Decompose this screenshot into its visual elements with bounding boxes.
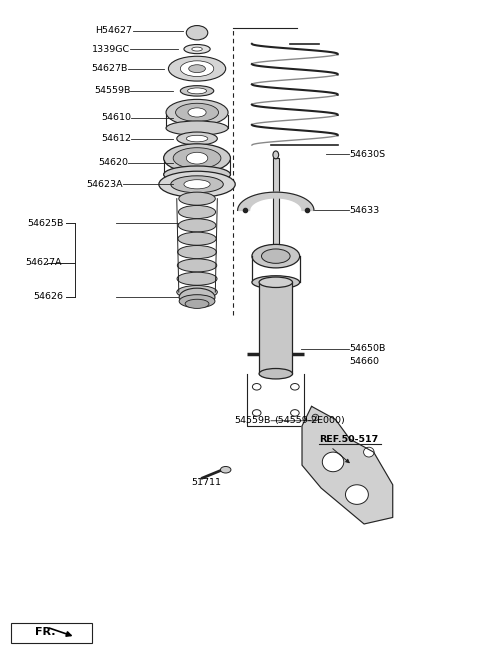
Ellipse shape xyxy=(252,384,261,390)
Text: FR.: FR. xyxy=(35,626,55,637)
Ellipse shape xyxy=(184,180,210,189)
Polygon shape xyxy=(238,192,314,211)
Ellipse shape xyxy=(186,135,208,142)
Text: 54559B: 54559B xyxy=(94,87,130,95)
Polygon shape xyxy=(302,406,393,524)
Ellipse shape xyxy=(179,295,215,308)
Text: REF.50-517: REF.50-517 xyxy=(319,434,378,443)
Ellipse shape xyxy=(166,121,228,135)
Text: 1339GC: 1339GC xyxy=(92,45,130,54)
Text: 54625B: 54625B xyxy=(27,219,63,228)
Ellipse shape xyxy=(164,144,230,173)
Text: 54633: 54633 xyxy=(350,206,380,215)
Ellipse shape xyxy=(168,56,226,81)
Text: 54612: 54612 xyxy=(101,134,131,143)
Ellipse shape xyxy=(252,276,300,289)
Ellipse shape xyxy=(220,466,231,473)
Ellipse shape xyxy=(252,245,300,268)
Bar xyxy=(259,282,292,374)
Ellipse shape xyxy=(177,259,217,272)
Ellipse shape xyxy=(185,299,209,308)
Ellipse shape xyxy=(180,86,214,96)
Text: 54627B: 54627B xyxy=(92,64,128,73)
Ellipse shape xyxy=(166,99,228,125)
Text: 54650B: 54650B xyxy=(350,344,386,354)
Ellipse shape xyxy=(364,447,374,457)
Ellipse shape xyxy=(192,47,202,51)
Ellipse shape xyxy=(171,176,223,193)
Ellipse shape xyxy=(180,61,214,77)
Ellipse shape xyxy=(177,285,217,298)
Ellipse shape xyxy=(188,108,206,117)
Ellipse shape xyxy=(179,205,216,218)
Text: 54623A: 54623A xyxy=(86,180,123,189)
Ellipse shape xyxy=(252,409,261,416)
Text: 54660: 54660 xyxy=(350,358,380,367)
Ellipse shape xyxy=(179,288,215,306)
Ellipse shape xyxy=(273,151,279,159)
Ellipse shape xyxy=(178,245,216,258)
Ellipse shape xyxy=(188,88,206,94)
Text: 54627A: 54627A xyxy=(25,258,62,267)
Ellipse shape xyxy=(177,272,217,285)
Ellipse shape xyxy=(173,148,221,169)
Text: H54627: H54627 xyxy=(96,26,132,35)
Ellipse shape xyxy=(290,384,299,390)
Ellipse shape xyxy=(290,409,299,416)
Text: 54620: 54620 xyxy=(98,158,128,167)
Ellipse shape xyxy=(179,192,216,205)
Ellipse shape xyxy=(323,452,344,472)
Text: (54559-2E000): (54559-2E000) xyxy=(275,417,345,425)
Ellipse shape xyxy=(164,166,230,183)
Ellipse shape xyxy=(176,103,218,121)
Text: 51711: 51711 xyxy=(192,478,222,487)
Ellipse shape xyxy=(259,369,292,379)
Ellipse shape xyxy=(184,45,210,54)
Ellipse shape xyxy=(178,219,216,232)
Ellipse shape xyxy=(177,132,217,145)
Text: 54610: 54610 xyxy=(101,113,131,122)
Ellipse shape xyxy=(312,414,319,420)
Ellipse shape xyxy=(186,152,208,164)
Ellipse shape xyxy=(178,232,216,245)
Ellipse shape xyxy=(159,171,235,197)
Text: 54559B: 54559B xyxy=(235,417,271,425)
Ellipse shape xyxy=(186,26,208,40)
Text: 54630S: 54630S xyxy=(350,150,386,159)
Bar xyxy=(273,158,279,250)
Ellipse shape xyxy=(259,277,292,287)
Ellipse shape xyxy=(262,249,290,263)
Ellipse shape xyxy=(346,485,368,504)
Text: 54626: 54626 xyxy=(34,292,63,301)
Ellipse shape xyxy=(189,65,205,73)
